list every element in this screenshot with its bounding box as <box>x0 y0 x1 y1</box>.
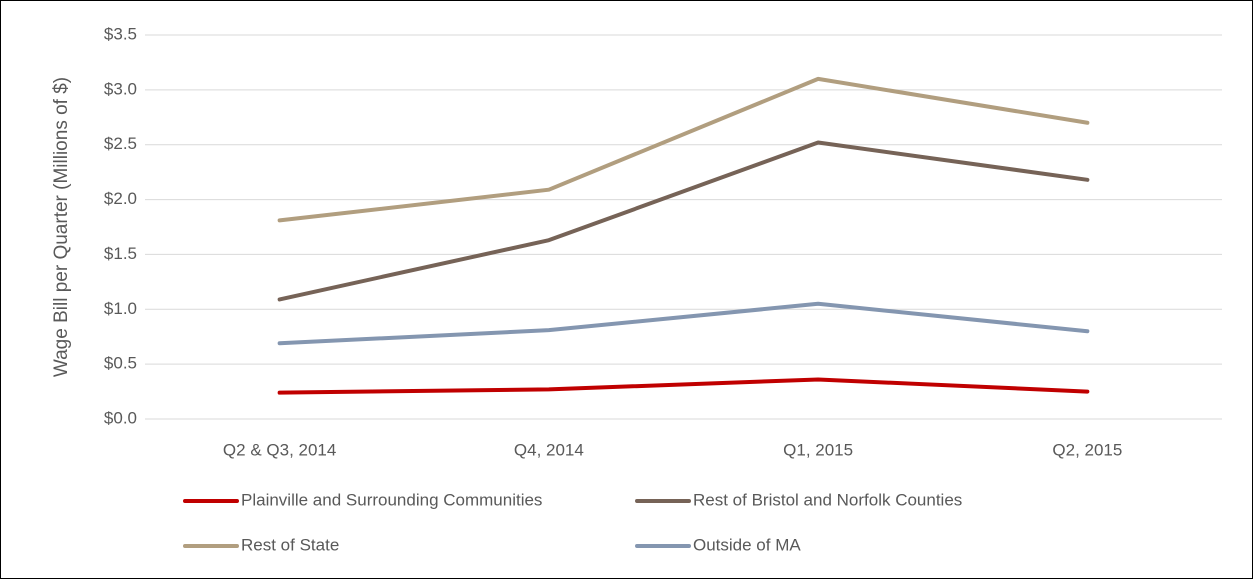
y-tick-label: $0.0 <box>104 408 137 427</box>
y-tick-label: $2.0 <box>104 189 137 208</box>
series-line <box>277 301 1090 346</box>
y-tick-label: $1.5 <box>104 244 137 263</box>
legend-label: Plainville and Surrounding Communities <box>241 490 542 509</box>
x-tick-label: Q2, 2015 <box>1052 440 1122 459</box>
series-line <box>277 377 1090 395</box>
series-line <box>277 140 1090 302</box>
x-tick-label: Q2 & Q3, 2014 <box>223 440 336 459</box>
x-tick-label: Q4, 2014 <box>514 440 584 459</box>
y-tick-label: $1.0 <box>104 299 137 318</box>
series-line <box>277 76 1090 223</box>
y-axis-label: Wage Bill per Quarter (Millions of $) <box>51 77 72 377</box>
y-tick-label: $3.0 <box>104 79 137 98</box>
y-tick-label: $2.5 <box>104 134 137 153</box>
x-tick-label: Q1, 2015 <box>783 440 853 459</box>
y-tick-label: $3.5 <box>104 24 137 43</box>
legend-label: Rest of Bristol and Norfolk Counties <box>693 490 962 509</box>
y-tick-label: $0.5 <box>104 354 137 373</box>
legend-label: Rest of State <box>241 535 339 554</box>
legend-label: Outside of MA <box>693 535 801 554</box>
